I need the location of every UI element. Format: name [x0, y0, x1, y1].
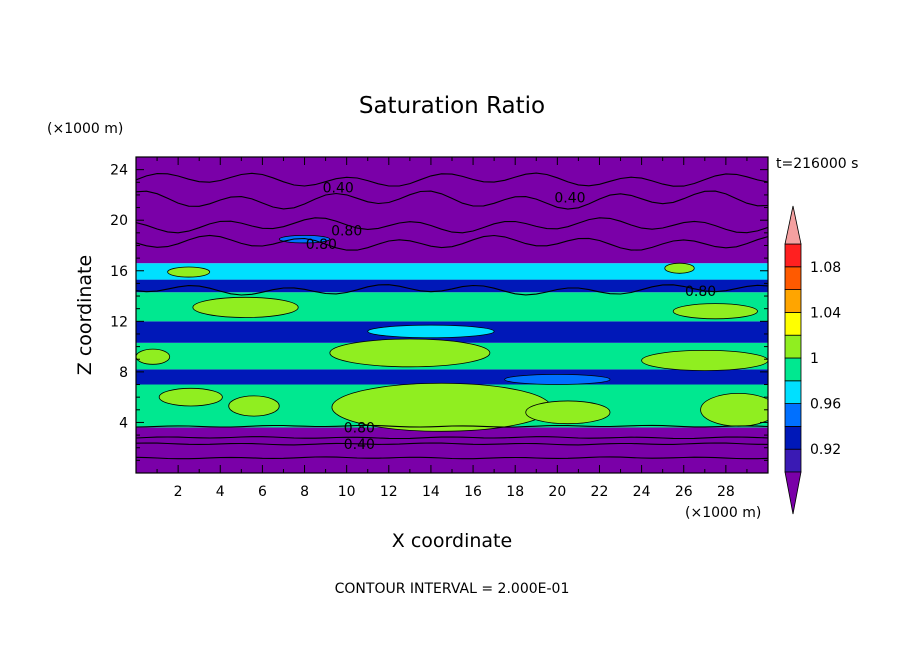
contour-line-4: [136, 284, 768, 296]
colorbar-segment: [784, 357, 802, 382]
contour-interval-note: CONTOUR INTERVAL = 2.000E-01: [335, 581, 570, 597]
time-label: t=216000 s: [776, 156, 858, 172]
field-patch-9: [672, 303, 758, 320]
contour-line-5: [136, 424, 768, 428]
field-band-6: [136, 279, 768, 293]
colorbar-segment: [784, 289, 802, 313]
contour-line-2: [136, 217, 768, 234]
colorbar-tick-label: 1: [810, 351, 819, 367]
x-axis-label: X coordinate: [392, 530, 512, 552]
contour-line-1: [136, 190, 768, 210]
x-tick-label: 28: [717, 484, 735, 500]
colorbar-segment: [784, 380, 802, 404]
x-tick-label: 4: [216, 484, 225, 500]
contour-label-6: 0.40: [344, 437, 375, 453]
contour-label-0: 0.40: [323, 180, 354, 196]
x-tick-label: 2: [174, 484, 183, 500]
contour-label-2: 0.80: [331, 223, 362, 239]
y-axis-label: Z coordinate: [74, 255, 96, 375]
field-patch-13: [367, 324, 495, 339]
contour-line-6: [136, 436, 768, 440]
colorbar-tick-label: 0.96: [810, 397, 841, 413]
y-tick-label: 16: [110, 264, 128, 280]
contour-labels: 0.400.400.800.800.800.800.40: [306, 180, 716, 453]
contour-label-4: 0.80: [685, 284, 716, 300]
x-tick-label: 18: [506, 484, 524, 500]
x-tick-label: 20: [548, 484, 566, 500]
saturation-field: [136, 157, 768, 473]
contour-label-3: 0.80: [306, 237, 337, 253]
field-band-2: [136, 369, 768, 385]
x-tick-label: 24: [633, 484, 651, 500]
x-tick-label: 22: [591, 484, 609, 500]
y-tick-label: 4: [119, 415, 128, 431]
field-band-7: [136, 263, 768, 280]
field-patch-4: [158, 387, 223, 407]
chart-title: Saturation Ratio: [359, 93, 545, 119]
y-tick-label: 24: [110, 163, 128, 179]
field-patch-7: [136, 348, 171, 365]
y-tick-label: 20: [110, 213, 128, 229]
field-patch-5: [329, 338, 491, 368]
colorbar-segment: [784, 243, 802, 268]
x-tick-label: 16: [464, 484, 482, 500]
contour-label-1: 0.40: [554, 190, 585, 206]
contour-line-7: [136, 442, 768, 446]
plot-area: 0.400.400.800.800.800.800.40: [135, 156, 769, 474]
y-tick-label: 12: [110, 314, 128, 330]
colorbar: 0.92 0.96 1 1.04 1.08: [784, 205, 841, 515]
contour-line-0: [136, 172, 768, 187]
x-tick-label: 14: [422, 484, 440, 500]
x-tick-label: 8: [300, 484, 309, 500]
field-patch-3: [228, 395, 280, 417]
field-patch-11: [664, 262, 695, 274]
y-tick-label: 8: [119, 365, 128, 381]
colorbar-segment: [784, 403, 802, 427]
contour-line-8: [136, 456, 768, 460]
colorbar-tick-label: 0.92: [810, 442, 841, 458]
colorbar-tick-label: 1.08: [810, 260, 841, 276]
colorbar-segment: [784, 334, 802, 359]
colorbar-upper-arrow: [784, 205, 802, 245]
x-tick-label: 26: [675, 484, 693, 500]
y-axis-unit: (×1000 m): [47, 121, 123, 137]
field-patch-8: [192, 296, 299, 318]
colorbar-segment: [784, 425, 802, 450]
x-tick-label: 12: [380, 484, 398, 500]
contour-label-5: 0.80: [344, 420, 375, 436]
contour-line-3: [136, 234, 768, 251]
contour-lines: [136, 172, 768, 460]
colorbar-segment: [784, 266, 802, 290]
x-axis-unit: (×1000 m): [685, 505, 761, 521]
colorbar-segment: [784, 311, 802, 336]
field-band-0: [136, 427, 768, 473]
x-axis: 2 4 6 8 10 12 14 16 18 20 22 24 26 28: [156, 157, 748, 500]
field-patch-14: [504, 374, 611, 385]
y-axis: 4 8 12 16 20 24: [110, 163, 768, 461]
x-tick-label: 6: [258, 484, 267, 500]
colorbar-tick-label: 1.04: [810, 305, 841, 321]
colorbar-segment: [784, 448, 802, 473]
field-patch-2: [525, 400, 611, 425]
field-patch-6: [641, 349, 768, 372]
x-tick-label: 10: [338, 484, 356, 500]
field-patch-10: [167, 266, 211, 278]
colorbar-lower-arrow: [784, 471, 802, 515]
